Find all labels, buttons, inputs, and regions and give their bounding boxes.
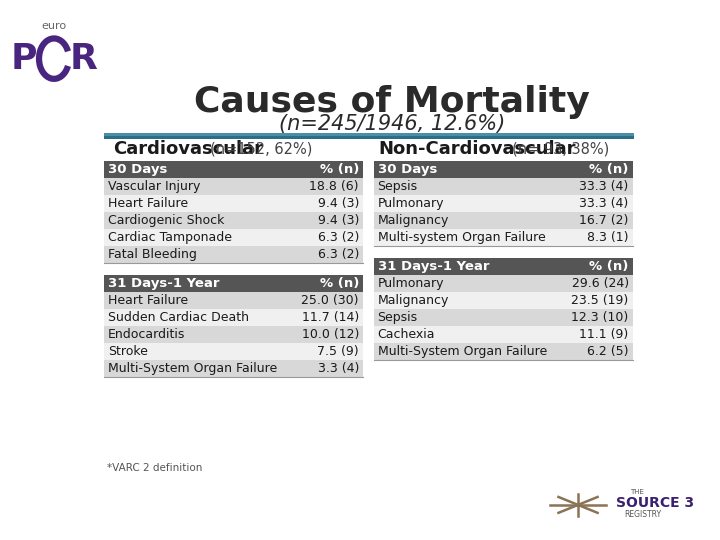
Text: 6.2 (5): 6.2 (5)	[587, 345, 629, 357]
FancyBboxPatch shape	[104, 360, 363, 377]
FancyBboxPatch shape	[104, 178, 363, 195]
Text: Cardiovascular: Cardiovascular	[113, 140, 264, 159]
Text: Vascular Injury: Vascular Injury	[108, 180, 200, 193]
Text: Pulmonary: Pulmonary	[377, 197, 444, 210]
Text: (n=152, 62%): (n=152, 62%)	[210, 142, 312, 157]
Text: 11.1 (9): 11.1 (9)	[580, 328, 629, 341]
Text: 11.7 (14): 11.7 (14)	[302, 311, 359, 324]
Text: 12.3 (10): 12.3 (10)	[572, 311, 629, 324]
Text: Cardiac Tamponade: Cardiac Tamponade	[108, 231, 232, 244]
Text: Malignancy: Malignancy	[377, 294, 449, 307]
Text: Stroke: Stroke	[108, 345, 148, 357]
Text: % (n): % (n)	[320, 163, 359, 176]
Text: 9.4 (3): 9.4 (3)	[318, 197, 359, 210]
Text: 31 Days-1 Year: 31 Days-1 Year	[108, 277, 220, 290]
FancyBboxPatch shape	[374, 292, 632, 309]
FancyBboxPatch shape	[104, 309, 363, 326]
Text: 6.3 (2): 6.3 (2)	[318, 231, 359, 244]
FancyBboxPatch shape	[104, 246, 363, 262]
Text: P: P	[11, 42, 37, 76]
Text: Cachexia: Cachexia	[377, 328, 435, 341]
Text: 7.5 (9): 7.5 (9)	[318, 345, 359, 357]
Text: Cardiogenic Shock: Cardiogenic Shock	[108, 214, 224, 227]
FancyBboxPatch shape	[104, 275, 363, 292]
FancyBboxPatch shape	[374, 161, 632, 178]
Text: REGISTRY: REGISTRY	[625, 510, 662, 519]
Text: % (n): % (n)	[589, 260, 629, 273]
Text: % (n): % (n)	[589, 163, 629, 176]
FancyBboxPatch shape	[374, 258, 632, 275]
FancyBboxPatch shape	[104, 212, 363, 229]
Text: euro: euro	[42, 21, 66, 31]
FancyBboxPatch shape	[374, 195, 632, 212]
Text: 30 Days: 30 Days	[377, 163, 437, 176]
Text: 8.3 (1): 8.3 (1)	[587, 231, 629, 244]
Text: 23.5 (19): 23.5 (19)	[572, 294, 629, 307]
Text: 33.3 (4): 33.3 (4)	[580, 197, 629, 210]
Text: 31 Days-1 Year: 31 Days-1 Year	[377, 260, 489, 273]
FancyBboxPatch shape	[104, 292, 363, 309]
Text: 6.3 (2): 6.3 (2)	[318, 248, 359, 261]
Text: Pulmonary: Pulmonary	[377, 277, 444, 290]
Text: 16.7 (2): 16.7 (2)	[580, 214, 629, 227]
Text: 29.6 (24): 29.6 (24)	[572, 277, 629, 290]
Text: Multi-System Organ Failure: Multi-System Organ Failure	[377, 345, 546, 357]
FancyBboxPatch shape	[374, 326, 632, 343]
FancyBboxPatch shape	[104, 195, 363, 212]
Text: Sepsis: Sepsis	[377, 311, 418, 324]
Text: 9.4 (3): 9.4 (3)	[318, 214, 359, 227]
FancyBboxPatch shape	[374, 212, 632, 229]
FancyBboxPatch shape	[104, 326, 363, 343]
FancyBboxPatch shape	[104, 133, 634, 139]
Text: 18.8 (6): 18.8 (6)	[310, 180, 359, 193]
Text: Multi-system Organ Failure: Multi-system Organ Failure	[377, 231, 545, 244]
Text: 25.0 (30): 25.0 (30)	[302, 294, 359, 307]
FancyBboxPatch shape	[374, 309, 632, 326]
Text: *VARC 2 definition: *VARC 2 definition	[107, 463, 202, 473]
FancyBboxPatch shape	[374, 178, 632, 195]
Text: Causes of Mortality: Causes of Mortality	[194, 85, 590, 119]
Text: Heart Failure: Heart Failure	[108, 294, 188, 307]
FancyBboxPatch shape	[104, 136, 634, 139]
FancyBboxPatch shape	[104, 343, 363, 360]
Text: (n= 93, 38%): (n= 93, 38%)	[513, 142, 610, 157]
Text: Non-Cardiovascular: Non-Cardiovascular	[378, 140, 576, 159]
Text: THE: THE	[630, 489, 644, 495]
Text: 33.3 (4): 33.3 (4)	[580, 180, 629, 193]
Text: 30 Days: 30 Days	[108, 163, 167, 176]
Text: SOURCE 3: SOURCE 3	[616, 496, 694, 510]
FancyBboxPatch shape	[374, 275, 632, 292]
Text: (n=245/1946, 12.6%): (n=245/1946, 12.6%)	[279, 114, 505, 134]
Text: R: R	[70, 42, 98, 76]
Text: Endocarditis: Endocarditis	[108, 328, 185, 341]
Text: 10.0 (12): 10.0 (12)	[302, 328, 359, 341]
Text: % (n): % (n)	[320, 277, 359, 290]
FancyBboxPatch shape	[104, 161, 363, 178]
Text: Sepsis: Sepsis	[377, 180, 418, 193]
Text: Heart Failure: Heart Failure	[108, 197, 188, 210]
Text: Sudden Cardiac Death: Sudden Cardiac Death	[108, 311, 249, 324]
Text: 3.3 (4): 3.3 (4)	[318, 362, 359, 375]
FancyBboxPatch shape	[374, 229, 632, 246]
FancyBboxPatch shape	[374, 343, 632, 360]
Text: Malignancy: Malignancy	[377, 214, 449, 227]
Text: Multi-System Organ Failure: Multi-System Organ Failure	[108, 362, 277, 375]
FancyBboxPatch shape	[104, 229, 363, 246]
Text: Fatal Bleeding: Fatal Bleeding	[108, 248, 197, 261]
